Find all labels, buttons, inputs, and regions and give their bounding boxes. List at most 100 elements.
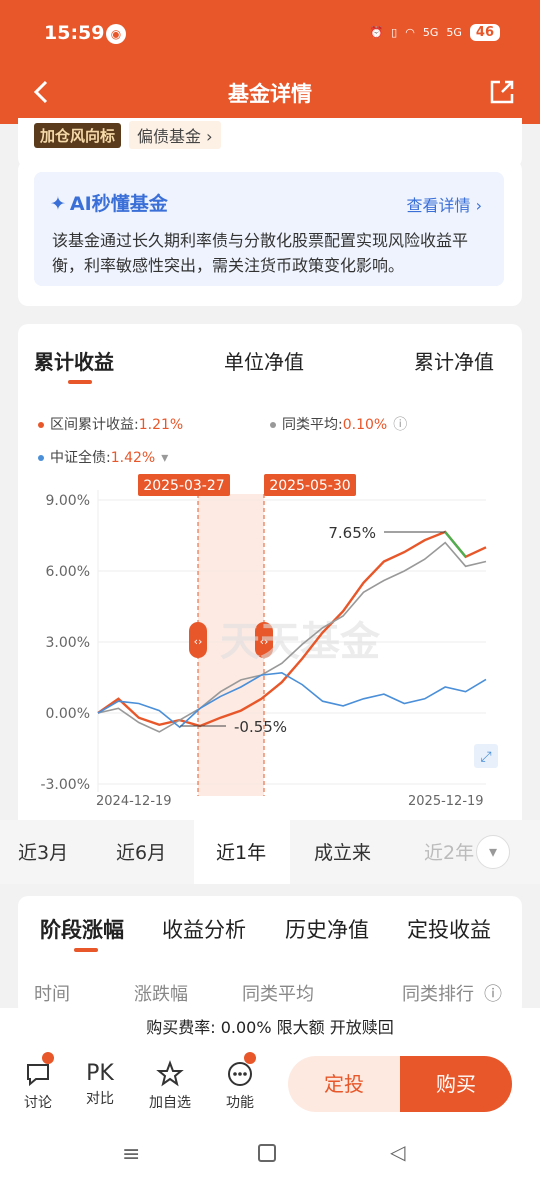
weibo-icon: ◉ [106, 24, 126, 44]
range-date-label: 2025-03-27 [143, 478, 224, 494]
period-2y[interactable]: 近2年 [424, 842, 475, 864]
legend-fund: 区间累计收益:1.21% [38, 414, 183, 434]
period-6m[interactable]: 近6月 [116, 842, 167, 864]
chart-svg[interactable]: 9.00% 6.00% 3.00% 0.00% -3.00% 2025-03-27 ‹› 20… [0, 470, 540, 810]
tag-category[interactable]: 偏债基金 › [129, 121, 221, 149]
legend-index[interactable]: 中证全债:1.42% ▾ [38, 447, 168, 467]
range-date-bg [264, 474, 356, 496]
subtab-analysis[interactable]: 收益分析 [162, 918, 246, 942]
range-highlight [198, 494, 264, 796]
back-nav-icon[interactable]: ◁ [390, 1140, 406, 1164]
tab-acc-nav[interactable]: 累计净值 [414, 350, 494, 374]
min-annotation-label: -0.55% [234, 718, 287, 736]
legend-peer-label: 同类平均: [282, 417, 343, 433]
tab-cumulative[interactable]: 累计收益 [34, 350, 114, 374]
subtab-history[interactable]: 历史净值 [285, 918, 369, 942]
watermark: 天天基金 [220, 619, 381, 665]
max-annotation-label: 7.65% [328, 524, 376, 542]
subtab-sip[interactable]: 定投收益 [407, 918, 491, 942]
range-handle [255, 622, 273, 658]
system-nav: ≡ ◁ [0, 1128, 540, 1187]
period-selected-bg [194, 820, 290, 884]
watch-button[interactable]: 加自选 [140, 1060, 200, 1112]
x-label-start: 2024-12-19 [96, 794, 172, 809]
app-header: 15:59 ◉ ⏰ ▯ ◠ 5G 5G 46 基金详情 [0, 0, 540, 124]
compare-label: 对比 [86, 1091, 114, 1107]
alarm-icon: ⏰ [369, 26, 384, 39]
legend-index-label: 中证全债: [50, 450, 111, 466]
dropdown-arrow-icon: ▾ [161, 450, 169, 466]
signal-5g-icon-2: 5G [446, 26, 462, 39]
performance-card [18, 896, 522, 1016]
function-button[interactable]: 功能 [210, 1060, 270, 1112]
series-line-index [97, 671, 487, 729]
tab-unit-nav[interactable]: 单位净值 [224, 350, 304, 374]
subtab-stage[interactable]: 阶段涨幅 [40, 918, 124, 942]
star-icon [156, 1060, 184, 1087]
period-3m[interactable]: 近3月 [18, 842, 69, 864]
vibrate-icon: ▯ [391, 26, 398, 39]
ai-title: ✦ AI秒懂基金 [50, 189, 168, 216]
range-handle [189, 622, 207, 658]
chart-card [18, 324, 522, 884]
wifi-icon: ◠ [405, 26, 415, 39]
series-line-fund [97, 530, 487, 728]
y-tick-label: 3.00% [46, 635, 90, 651]
watch-label: 加自选 [149, 1095, 191, 1111]
period-1y[interactable]: 近1年 [216, 842, 267, 864]
function-badge [244, 1052, 256, 1064]
period-since[interactable]: 成立来 [314, 842, 372, 864]
tag-row: 加仓风向标 偏债基金 › [34, 121, 221, 149]
status-icons: ⏰ ▯ ◠ 5G 5G 46 [369, 24, 500, 41]
tag-signal[interactable]: 加仓风向标 [34, 122, 122, 148]
discuss-label: 讨论 [24, 1095, 52, 1111]
y-tick-label: -3.00% [40, 777, 90, 793]
sip-button[interactable]: 定投 [288, 1056, 400, 1112]
status-bar: 15:59 ◉ ⏰ ▯ ◠ 5G 5G 46 [0, 0, 540, 64]
home-icon[interactable] [258, 1144, 276, 1162]
col-time: 时间 [34, 984, 70, 1005]
fund-dot [38, 422, 44, 428]
more-periods-icon[interactable]: ▾ [476, 835, 510, 869]
peer-dot [270, 422, 276, 428]
info-icon[interactable]: ⓘ [393, 417, 408, 433]
series-line-peer [97, 541, 487, 733]
y-tick-label: 0.00% [46, 706, 90, 722]
range-handle-arrows: ‹› [194, 635, 203, 648]
bottom-bar: 讨论 PK 对比 加自选 功能 定投 购买 [0, 1048, 540, 1128]
ai-more-link[interactable]: 查看详情 › [406, 196, 483, 215]
battery-icon: 46 [469, 24, 500, 41]
range-date-label: 2025-05-30 [269, 478, 350, 494]
function-label: 功能 [226, 1095, 254, 1111]
y-tick-label: 9.00% [46, 493, 90, 509]
col-peer-avg: 同类平均 [242, 984, 314, 1005]
legend-peer-value: 0.10% [342, 417, 388, 433]
back-arrow-icon[interactable] [26, 76, 56, 108]
col-peer-rank: 同类排行 [402, 984, 474, 1005]
signal-5g-icon: 5G [422, 26, 439, 39]
expand-icon [474, 744, 498, 768]
legend-peer: 同类平均:0.10% ⓘ [270, 414, 407, 434]
discuss-button[interactable]: 讨论 [8, 1060, 68, 1112]
x-label-end: 2025-12-19 [408, 794, 484, 809]
y-tick-label: 6.00% [46, 564, 90, 580]
index-dot [38, 455, 44, 461]
pk-icon: PK [86, 1061, 114, 1086]
tab-underline [68, 380, 92, 384]
range-handle-arrows: ‹› [260, 635, 269, 648]
status-time: 15:59 [44, 22, 105, 44]
share-icon[interactable] [488, 78, 516, 106]
legend-fund-label: 区间累计收益: [50, 417, 139, 433]
menu-icon[interactable]: ≡ [122, 1142, 141, 1167]
ai-box[interactable] [34, 172, 504, 286]
fee-bar: 购买费率: 0.00% 限大额 开放赎回 [0, 1008, 540, 1048]
buy-button[interactable]: 购买 [400, 1056, 512, 1112]
legend-fund-value: 1.21% [138, 417, 184, 433]
rank-info-icon[interactable]: ⓘ [484, 984, 502, 1005]
ai-title-text: AI秒懂基金 [69, 193, 168, 215]
more-icon [228, 1062, 252, 1086]
chat-icon [27, 1064, 49, 1087]
legend-index-value: 1.42% [110, 450, 156, 466]
pk-button[interactable]: PK 对比 [70, 1060, 130, 1108]
expand-icon-glyph: ⤢ [480, 749, 491, 765]
